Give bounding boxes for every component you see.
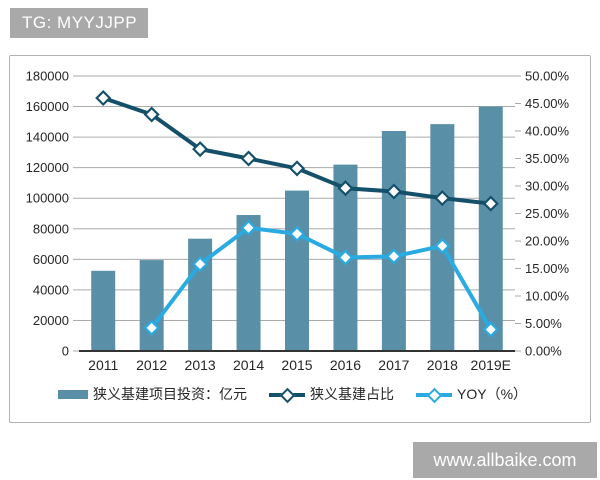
diamond-marker-icon	[385, 183, 402, 200]
svg-text:2019E: 2019E	[471, 357, 511, 373]
svg-text:45.00%: 45.00%	[525, 96, 570, 111]
bar-2015	[285, 190, 309, 351]
legend-item-investment: 狭义基建项目投资：亿元	[58, 384, 247, 404]
bar-2012	[139, 260, 164, 351]
yoy-line-swatch-icon	[416, 387, 452, 403]
diamond-marker-icon	[143, 106, 160, 123]
svg-text:30.00%: 30.00%	[525, 179, 570, 194]
bar-2014	[236, 215, 261, 351]
line-series-1	[143, 219, 499, 338]
diamond-marker-icon	[95, 89, 112, 107]
svg-text:0.00%: 0.00%	[525, 344, 562, 359]
diamond-marker-icon	[385, 248, 402, 265]
svg-text:35.00%: 35.00%	[525, 151, 570, 166]
right-axis-ticks: 0.00% 5.00% 10.00% 15.00% 20.00% 25.00% 30.00%…	[515, 69, 570, 359]
legend-item-yoy: YOY（%）	[416, 384, 527, 404]
legend-item-share: 狭义基建占比	[269, 384, 394, 404]
svg-text:2016: 2016	[330, 357, 361, 373]
watermark-text: www.allbaike.com	[433, 450, 577, 470]
svg-text:40000: 40000	[33, 282, 69, 297]
diamond-marker-icon	[482, 195, 499, 212]
legend-label-share: 狭义基建占比	[310, 386, 394, 402]
svg-text:2012: 2012	[136, 357, 167, 373]
source-tag-text: TG: MYYJJPP	[22, 13, 138, 32]
share-line-swatch-icon	[269, 387, 305, 403]
chart-legend: 狭义基建项目投资：亿元 狭义基建占比 YOY（%）	[58, 384, 527, 404]
svg-text:120000: 120000	[26, 160, 69, 175]
svg-text:20.00%: 20.00%	[525, 234, 570, 249]
svg-text:2015: 2015	[281, 357, 312, 373]
svg-text:160000: 160000	[26, 99, 69, 114]
svg-text:50.00%: 50.00%	[525, 69, 570, 84]
svg-text:2018: 2018	[427, 357, 458, 373]
diamond-marker-icon	[192, 256, 209, 273]
svg-text:20000: 20000	[33, 313, 69, 328]
svg-text:25.00%: 25.00%	[525, 206, 570, 221]
svg-text:5.00%: 5.00%	[525, 316, 562, 331]
diamond-marker-icon	[482, 321, 499, 338]
bar-2019E	[478, 106, 503, 351]
watermark-badge: www.allbaike.com	[413, 442, 597, 478]
svg-text:15.00%: 15.00%	[525, 261, 570, 276]
bar-2017	[381, 131, 406, 351]
diamond-marker-icon	[337, 249, 354, 266]
svg-text:2014: 2014	[233, 357, 264, 373]
diamond-marker-icon	[434, 237, 451, 255]
bar-2011	[91, 270, 116, 351]
svg-text:80000: 80000	[33, 221, 69, 236]
legend-label-investment: 狭义基建项目投资：亿元	[93, 386, 247, 402]
svg-text:2013: 2013	[185, 357, 216, 373]
diamond-marker-icon	[337, 180, 354, 197]
diamond-marker-icon	[288, 160, 306, 177]
diamond-marker-icon	[279, 387, 296, 403]
svg-text:100000: 100000	[26, 191, 69, 206]
diamond-marker-icon	[192, 141, 209, 158]
legend-label-yoy: YOY（%）	[457, 386, 528, 402]
svg-text:180000: 180000	[26, 69, 69, 84]
svg-text:2011: 2011	[88, 357, 118, 373]
diamond-marker-icon	[434, 190, 451, 207]
svg-text:0: 0	[62, 344, 69, 359]
diamond-marker-icon	[143, 319, 160, 336]
source-tag-badge: TG: MYYJJPP	[10, 8, 148, 38]
x-axis-labels: 2011 2012 2013 2014 2015 2016 2017 2018 2019E	[88, 357, 511, 373]
line-series-0	[95, 89, 499, 212]
diamond-marker-icon	[240, 150, 257, 167]
bar-2018	[430, 124, 455, 351]
svg-text:60000: 60000	[33, 252, 69, 267]
diamond-marker-icon	[240, 219, 257, 236]
chart-canvas: 0 20000 40000 60000 80000 100000 120000 140000 1…	[26, 69, 570, 374]
diamond-marker-icon	[288, 225, 306, 242]
svg-text:140000: 140000	[26, 130, 69, 145]
left-axis-ticks: 0 20000 40000 60000 80000 100000 120000 140000 1…	[26, 69, 79, 359]
svg-text:2017: 2017	[378, 357, 409, 373]
chart-panel: 0 20000 40000 60000 80000 100000 120000 140000 1…	[9, 55, 591, 423]
diamond-marker-icon	[426, 387, 443, 403]
svg-text:10.00%: 10.00%	[525, 289, 570, 304]
svg-text:40.00%: 40.00%	[525, 124, 570, 139]
bar-series-swatch-icon	[58, 389, 88, 399]
